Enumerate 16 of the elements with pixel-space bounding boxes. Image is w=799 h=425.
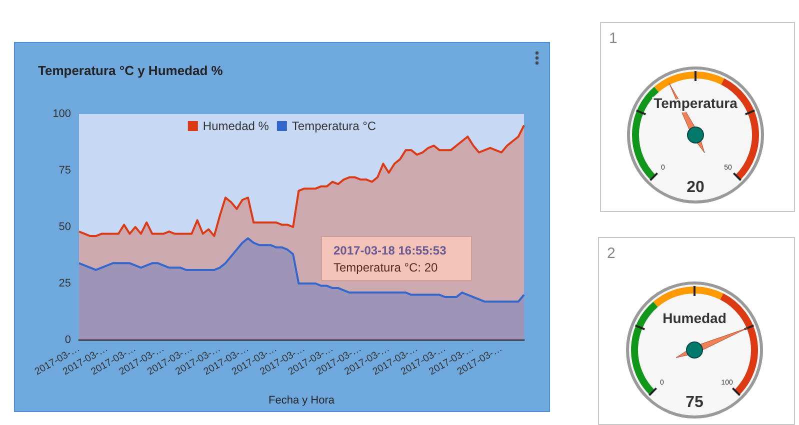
y-tick-label: 100	[52, 108, 71, 120]
y-tick-label: 75	[58, 164, 71, 176]
annotation: 2017-03-18 16:55:53	[334, 244, 447, 258]
data-label: 20	[686, 179, 704, 196]
legend-label: Temperatura °C	[292, 119, 376, 133]
y-tick-label: 0	[64, 334, 71, 346]
data-label: 75	[686, 394, 704, 411]
text: Humedad	[662, 310, 726, 326]
legend-label: Humedad %	[202, 119, 270, 133]
text: 2	[607, 245, 616, 262]
annotation: Temperatura °C: 20	[334, 260, 438, 274]
x-axis-title: Fecha y Hora	[268, 394, 336, 406]
y-tick-label: 50	[58, 221, 71, 233]
text: 1	[609, 30, 618, 47]
y-tick-label: 25	[58, 278, 71, 290]
chart-title: Temperatura °C y Humedad %	[38, 63, 224, 78]
